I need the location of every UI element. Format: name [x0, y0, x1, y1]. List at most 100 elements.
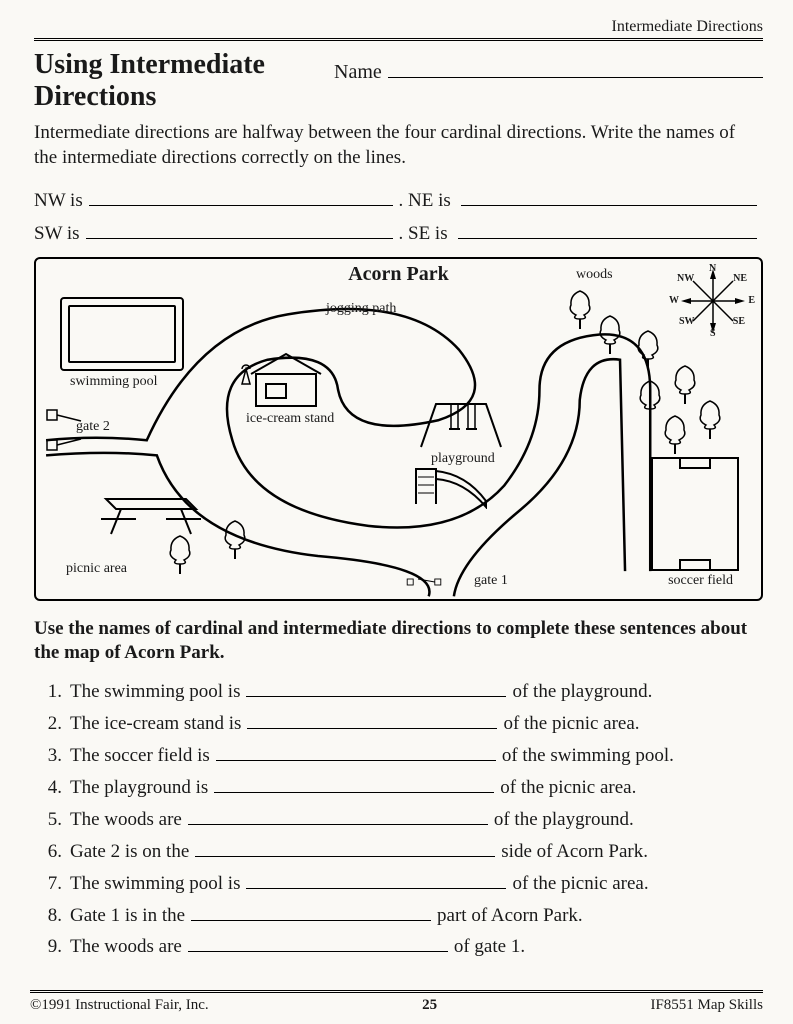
question-pre: Gate 1 is in the	[70, 905, 185, 927]
answer-blank[interactable]	[188, 932, 448, 953]
compass-w: W	[669, 295, 679, 306]
question-post: of the picnic area.	[503, 713, 639, 735]
page-title: Using Intermediate Directions	[34, 49, 294, 113]
question-post: of the playground.	[494, 809, 634, 831]
name-blank[interactable]	[388, 55, 763, 78]
title-row: Using Intermediate Directions Name	[34, 49, 763, 113]
name-field: Name	[334, 49, 763, 84]
tree-icon	[696, 399, 724, 439]
question-row: 7.The swimming pool isof the picnic area…	[34, 868, 763, 895]
answer-blank[interactable]	[195, 836, 495, 857]
compass-rose-icon: N S E W NE NW SE SW	[679, 267, 747, 335]
name-label: Name	[334, 61, 382, 84]
question-post: side of Acorn Park.	[501, 841, 648, 863]
page-footer: ©1991 Instructional Fair, Inc. 25 IF8551…	[30, 990, 763, 1014]
question-row: 6. Gate 2 is on the side of Acorn Park.	[34, 836, 763, 863]
question-pre: Gate 2 is on the	[70, 841, 189, 863]
compass-sw: SW	[679, 316, 695, 327]
question-row: 1. The swimming pool is of the playground.	[34, 676, 763, 703]
question-number: 7.	[34, 873, 62, 895]
compass-e: E	[748, 295, 755, 306]
ice-cream-stand-icon	[236, 349, 336, 409]
tree-icon	[221, 519, 249, 559]
question-number: 9.	[34, 936, 62, 958]
se-label: . SE is	[399, 223, 448, 245]
compass-s: S	[710, 328, 716, 339]
tree-icon	[596, 314, 624, 354]
question-post: of the picnic area.	[500, 777, 636, 799]
question-number: 5.	[34, 809, 62, 831]
running-head: Intermediate Directions	[34, 18, 763, 41]
picnic-area-label: picnic area	[66, 561, 127, 577]
question-number: 1.	[34, 681, 62, 703]
tree-icon	[566, 289, 594, 329]
gate2b-icon	[46, 437, 82, 451]
direction-blanks: NW is . NE is SW is . SE is	[34, 185, 763, 245]
answer-blank[interactable]	[214, 772, 494, 793]
swimming-pool-icon	[60, 297, 184, 371]
soccer-field-icon	[651, 457, 739, 571]
question-pre: The ice-cream stand is	[70, 713, 241, 735]
compass-se: SE	[733, 316, 745, 327]
question-number: 4.	[34, 777, 62, 799]
question-pre: The woods are	[70, 936, 182, 958]
tree-icon	[661, 414, 689, 454]
question-number: 8.	[34, 905, 62, 927]
tree-icon	[636, 379, 664, 419]
answer-blank[interactable]	[191, 900, 431, 921]
question-post: of gate 1.	[454, 936, 525, 958]
question-pre: The playground is	[70, 777, 208, 799]
ne-blank[interactable]	[461, 185, 757, 206]
question-pre: The swimming pool is	[70, 681, 240, 703]
question-row: 3. The soccer field is of the swimming poo…	[34, 740, 763, 767]
question-number: 2.	[34, 713, 62, 735]
tree-icon	[166, 534, 194, 574]
compass-nw: NW	[677, 273, 694, 284]
gate1-label: gate 1	[474, 573, 508, 589]
sw-blank[interactable]	[86, 218, 393, 239]
sw-label: SW is	[34, 223, 80, 245]
question-pre: The woods are	[70, 809, 182, 831]
question-post: part of Acorn Park.	[437, 905, 583, 927]
worksheet-page: Intermediate Directions Using Intermedia…	[0, 0, 793, 1024]
swimming-pool-label: swimming pool	[70, 374, 158, 390]
compass-ne: NE	[733, 273, 747, 284]
instructions: Intermediate directions are halfway betw…	[34, 121, 763, 170]
se-blank[interactable]	[458, 218, 757, 239]
answer-blank[interactable]	[188, 804, 488, 825]
question-list: 1. The swimming pool is of the playground.…	[34, 676, 763, 958]
map-diagram: Acorn Park swimming pool jogging path ic…	[34, 257, 763, 601]
answer-blank[interactable]	[246, 868, 506, 889]
copyright: ©1991 Instructional Fair, Inc.	[30, 997, 209, 1014]
compass-n: N	[709, 263, 716, 274]
answer-blank[interactable]	[246, 676, 506, 697]
question-pre: The soccer field is	[70, 745, 210, 767]
ice-cream-label: ice-cream stand	[246, 411, 334, 427]
tree-icon	[634, 329, 662, 369]
picnic-table-icon	[86, 479, 206, 539]
gate1-icon	[406, 575, 442, 589]
nw-label: NW is	[34, 190, 83, 212]
question-number: 3.	[34, 745, 62, 767]
woods-label: woods	[576, 267, 613, 283]
question-row: 4. The playground is of the picnic area.	[34, 772, 763, 799]
ne-label: . NE is	[399, 190, 451, 212]
map-title: Acorn Park	[348, 263, 449, 286]
gate2-label: gate 2	[76, 419, 110, 435]
question-number: 6.	[34, 841, 62, 863]
section-heading: Use the names of cardinal and intermedia…	[34, 617, 763, 666]
jogging-path-label: jogging path	[326, 301, 396, 317]
nw-blank[interactable]	[89, 185, 393, 206]
book-code: IF8551 Map Skills	[650, 997, 763, 1014]
page-number: 25	[422, 997, 437, 1014]
tree-icon	[671, 364, 699, 404]
slide-icon	[406, 459, 496, 509]
soccer-field-label: soccer field	[668, 573, 733, 589]
answer-blank[interactable]	[216, 740, 496, 761]
answer-blank[interactable]	[247, 708, 497, 729]
question-post: of the swimming pool.	[502, 745, 674, 767]
question-row: 8. Gate 1 is in the part of Acorn Park.	[34, 900, 763, 927]
question-post: of the playground.	[512, 681, 652, 703]
question-row: 5. The woods are of the playground.	[34, 804, 763, 831]
swings-icon	[416, 399, 506, 449]
